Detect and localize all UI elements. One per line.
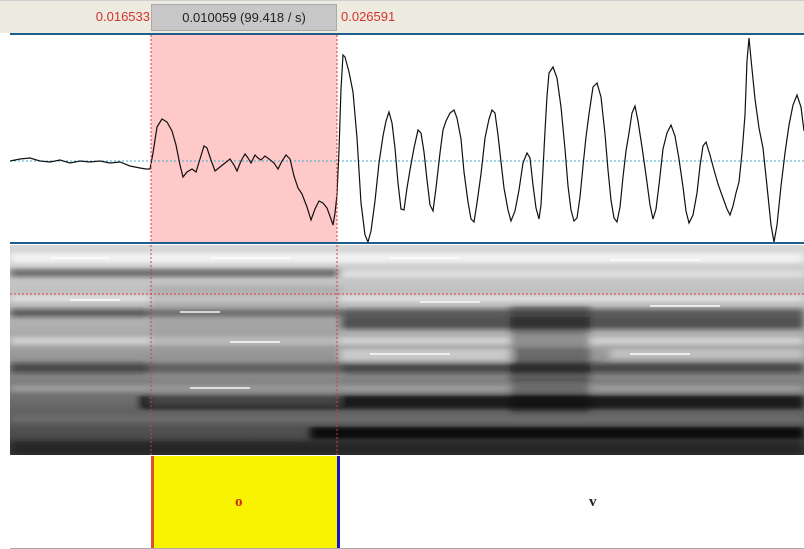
- waveform-top-divider: [10, 33, 804, 35]
- waveform-trace: [10, 37, 804, 243]
- spectrogram-graphic: [10, 245, 804, 455]
- selection-duration-button[interactable]: 0.010059 (99.418 / s): [151, 4, 337, 31]
- selection-end-time: 0.026591: [341, 9, 396, 24]
- spectral-streaks: [50, 257, 720, 389]
- interval-boundary-right[interactable]: [337, 456, 340, 548]
- interval-boundary-left[interactable]: [151, 456, 154, 548]
- selection-start-time: 0.016533: [95, 9, 150, 24]
- interval-o-highlight[interactable]: [151, 456, 338, 548]
- waveform-graphic: [10, 35, 804, 243]
- selection-time-bar: 0.016533 0.010059 (99.418 / s) 0.026591: [0, 0, 804, 33]
- interval-tier[interactable]: o v: [10, 456, 804, 549]
- spectrogram-panel[interactable]: [10, 245, 804, 455]
- spectrogram-top-divider: [10, 242, 804, 244]
- waveform-panel[interactable]: [10, 35, 804, 243]
- selection-highlight: [151, 35, 337, 243]
- interval-label-o: o: [235, 494, 243, 510]
- interval-label-v: v: [589, 494, 597, 510]
